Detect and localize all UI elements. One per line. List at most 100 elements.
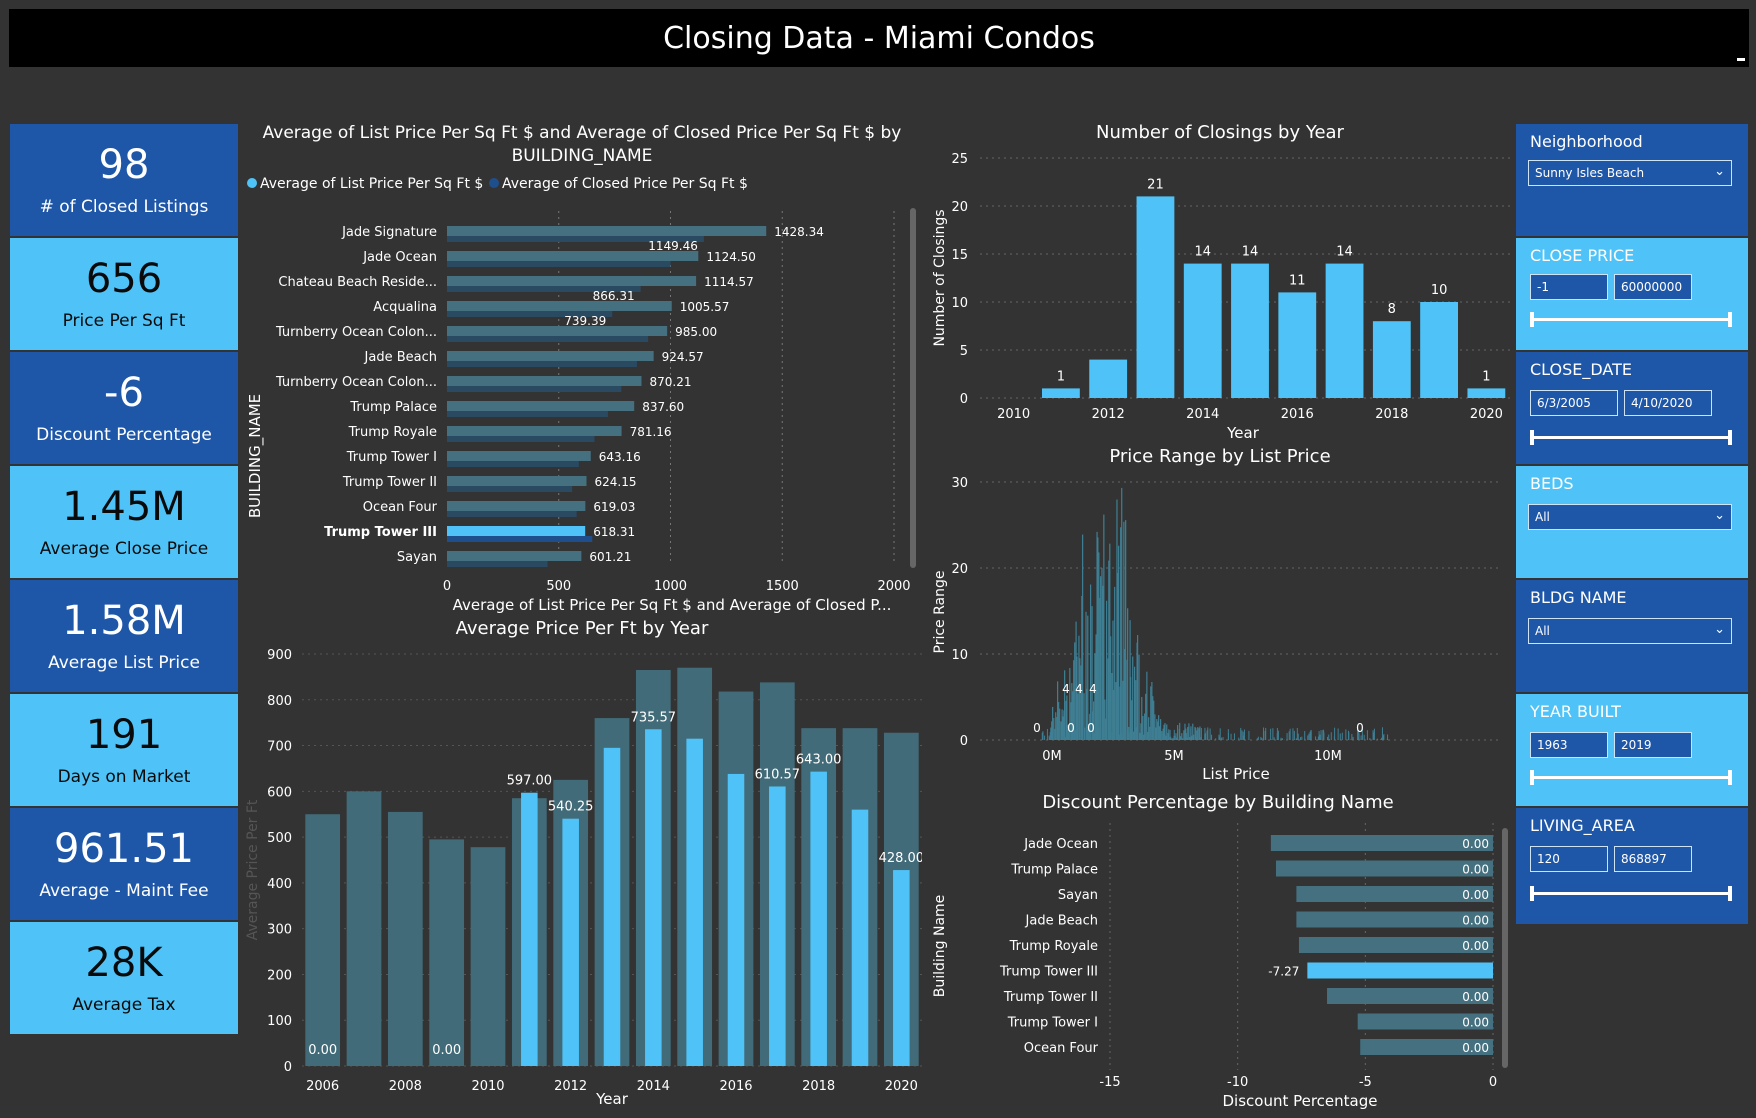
histogram-bar [1334, 727, 1336, 740]
close-date-start-input[interactable]: 6/3/2005 [1530, 390, 1618, 416]
neighborhood-dropdown[interactable]: Sunny Isles Beach ⌄ [1528, 160, 1732, 186]
category-label: Jade Ocean [362, 250, 437, 265]
data-label-list: 985.00 [675, 325, 717, 339]
living-area-slider[interactable] [1530, 886, 1732, 901]
bar-closed [447, 436, 595, 442]
histogram-bar [1156, 719, 1158, 740]
year-built-min-input[interactable]: 1963 [1530, 732, 1608, 758]
close-price-slider[interactable] [1530, 312, 1732, 327]
y-tick-label: 25 [951, 152, 968, 167]
kpi-label: # of Closed Listings [39, 197, 209, 217]
slider-max-handle[interactable] [1728, 430, 1732, 445]
histogram-bar [1228, 732, 1230, 740]
data-label: 643.00 [796, 753, 842, 768]
bar [1372, 321, 1411, 398]
beds-dropdown[interactable]: All ⌄ [1528, 504, 1732, 530]
slider-min-handle[interactable] [1530, 430, 1534, 445]
chart-price-by-building: Average of List Price Per Sq Ft $ and Av… [246, 123, 916, 614]
data-label: 0 [1356, 721, 1364, 735]
bar-foreground [603, 747, 621, 1066]
legend-label: Average of Closed Price Per Sq Ft $ [502, 176, 748, 192]
bar-list [447, 226, 767, 236]
slider-max-handle[interactable] [1728, 770, 1732, 785]
histogram-bar [1053, 718, 1055, 740]
histogram-bar [1310, 729, 1312, 740]
histogram-bar [1136, 727, 1138, 740]
histogram-bar [1165, 736, 1167, 740]
category-label: Sayan [397, 550, 437, 565]
histogram-bar [1142, 715, 1144, 740]
bar-foreground [851, 809, 869, 1066]
bar-list [447, 551, 582, 561]
data-label: 0 [1087, 721, 1095, 735]
y-tick-label: 800 [267, 694, 292, 709]
year-built-slider[interactable] [1530, 770, 1732, 785]
histogram-bar [1051, 729, 1053, 740]
minimize-icon[interactable] [1737, 58, 1745, 61]
histogram-bar [1115, 682, 1117, 740]
data-label: 1 [1057, 369, 1065, 384]
data-label: 14 [1194, 245, 1211, 260]
histogram-bar [1295, 738, 1297, 740]
kpi-label: Average Tax [72, 995, 176, 1015]
living-area-min-input[interactable]: 120 [1530, 846, 1608, 872]
bldg-name-dropdown[interactable]: All ⌄ [1528, 618, 1732, 644]
close-date-slider[interactable] [1530, 430, 1732, 445]
histogram-bar [1387, 734, 1389, 740]
histogram-bar [1382, 735, 1384, 740]
slider-min-handle[interactable] [1530, 770, 1534, 785]
histogram-bar [1071, 731, 1073, 740]
histogram-bar [1164, 731, 1166, 740]
histogram-bar [1319, 734, 1321, 740]
living-area-max-input[interactable]: 868897 [1614, 846, 1692, 872]
histogram-bar [1181, 733, 1183, 740]
histogram-bar [1162, 728, 1164, 740]
axis-title-y: Average Price Per Ft [245, 799, 261, 940]
close-price-min-input[interactable]: -1 [1530, 274, 1608, 300]
kpi-label: Price Per Sq Ft [62, 311, 186, 331]
close-price-max-input[interactable]: 60000000 [1614, 274, 1692, 300]
close-date-end-input[interactable]: 4/10/2020 [1624, 390, 1712, 416]
histogram-bar [1233, 733, 1235, 740]
histogram-bar [1218, 734, 1220, 740]
histogram-bar [1088, 736, 1090, 740]
histogram-bar [1108, 560, 1110, 740]
data-label: 11 [1289, 273, 1306, 288]
histogram-bar [1073, 660, 1075, 740]
histogram-bar [1286, 733, 1288, 740]
category-label: Trump Tower I [346, 450, 437, 465]
histogram-bar [1076, 656, 1078, 740]
category-label: Trump Palace [1010, 863, 1098, 878]
kpi-average-close-price: 1.45M Average Close Price [10, 466, 238, 578]
kpi-value: 961.51 [54, 826, 194, 872]
bar-closed [447, 536, 593, 542]
slider-min-handle[interactable] [1530, 886, 1534, 901]
histogram-bar [1153, 700, 1155, 740]
histogram-bar [1281, 738, 1283, 740]
year-built-max-input[interactable]: 2019 [1614, 732, 1692, 758]
axis-title-x: Average of List Price Per Sq Ft $ and Av… [453, 596, 892, 614]
histogram-bar [1221, 737, 1223, 740]
x-tick-label: 2000 [877, 579, 910, 594]
slicer-title: YEAR BUILT [1530, 702, 1621, 721]
slider-max-handle[interactable] [1728, 312, 1732, 327]
kpi-price-per-sqft: 656 Price Per Sq Ft [10, 238, 238, 350]
slicer-title: BEDS [1530, 474, 1574, 493]
histogram-bar [1243, 729, 1245, 740]
histogram-bar [1198, 728, 1200, 740]
histogram-bar [1062, 716, 1064, 740]
histogram-bar [1060, 728, 1062, 740]
slider-max-handle[interactable] [1728, 886, 1732, 901]
histogram-bar [1054, 728, 1056, 740]
histogram-bar [1091, 732, 1093, 740]
dropdown-value: All [1535, 510, 1550, 524]
y-tick-label: 900 [267, 648, 292, 663]
bar-closed [447, 336, 649, 342]
x-tick-label: 2020 [1470, 407, 1503, 422]
histogram-bar [1091, 737, 1093, 740]
histogram-bar [1065, 700, 1067, 740]
histogram-bar [1361, 727, 1363, 740]
histogram-bar [1293, 730, 1295, 740]
histogram-bar [1175, 733, 1177, 740]
slider-min-handle[interactable] [1530, 312, 1534, 327]
